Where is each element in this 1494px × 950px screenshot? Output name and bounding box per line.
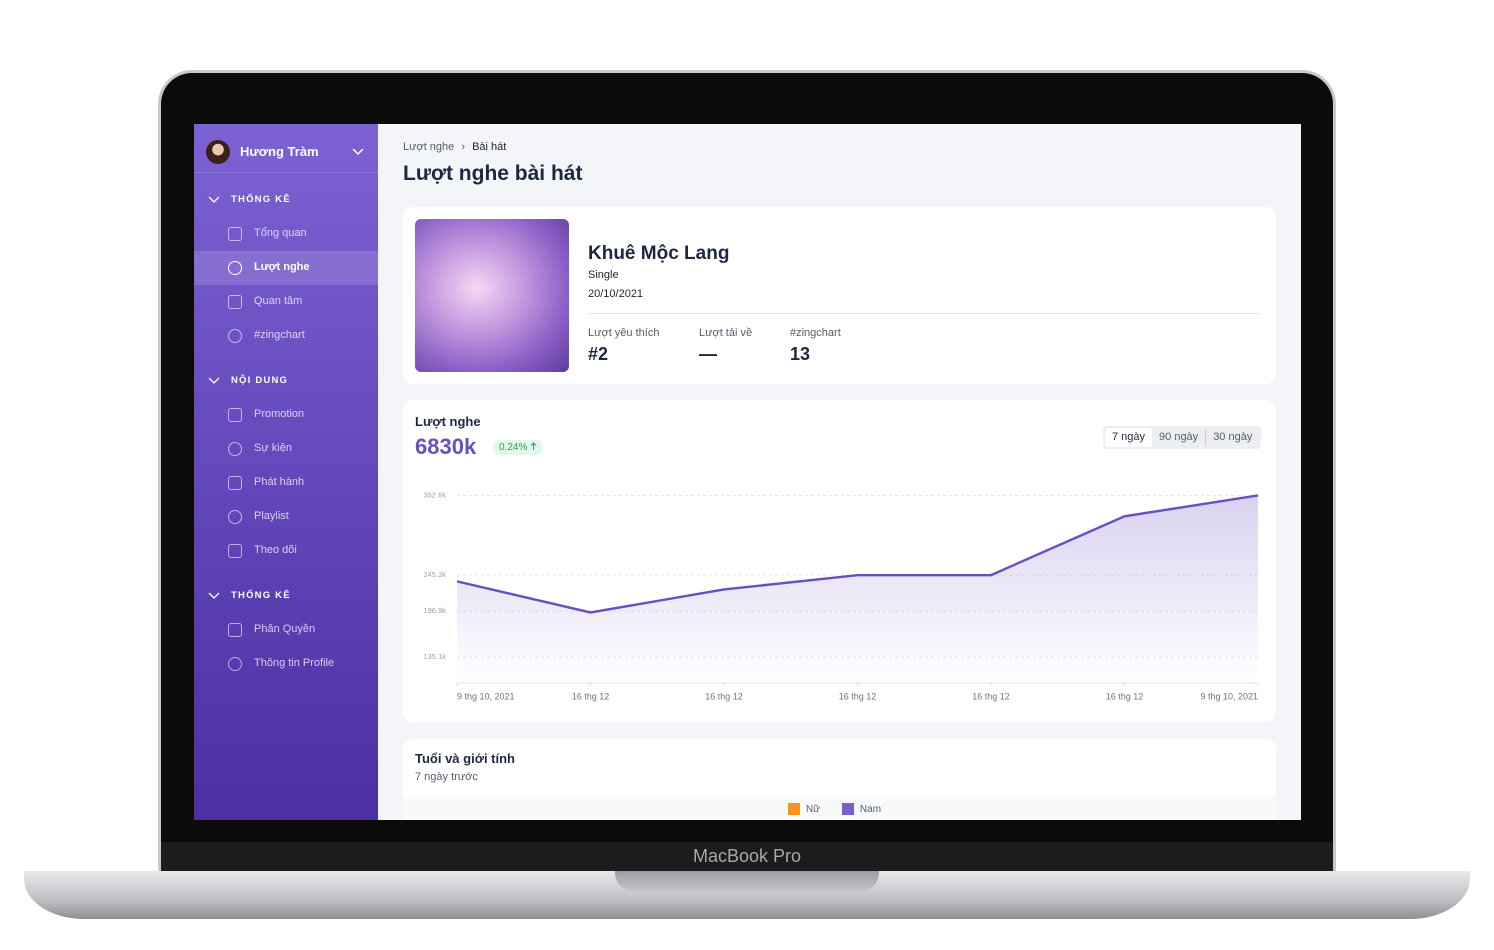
- section-title[interactable]: THỐNG KÊ: [231, 194, 291, 205]
- screen: Hương Tràm THỐNG KÊ Tổng quan Lượt nghe Qua…: [194, 124, 1301, 820]
- song-date: 20/10/2021: [588, 288, 644, 300]
- legend: Nữ Nam: [788, 803, 881, 815]
- plays-card: Lượt nghe 6830k 0.24% 7 ngày 90 ngày 30 ng…: [403, 400, 1276, 722]
- chevron[interactable]: [352, 148, 364, 156]
- range-tab[interactable]: 7 ngày: [1105, 428, 1153, 447]
- y-tick-label: 135.1k: [423, 652, 446, 661]
- x-tick-label: 16 thg 12: [1106, 691, 1144, 701]
- legend-item: Nữ: [788, 803, 820, 815]
- y-tick-label: 196.9k: [423, 606, 446, 615]
- nav-item[interactable]: Phát hành: [254, 476, 305, 488]
- breadcrumb-link[interactable]: Lượt nghe: [403, 141, 455, 153]
- nav-item[interactable]: Playlist: [254, 510, 289, 522]
- x-tick-label: 9 thg 10, 2021: [457, 691, 515, 701]
- avatar[interactable]: [206, 140, 230, 164]
- section-title[interactable]: NỘI DUNG: [231, 375, 289, 386]
- divider: [588, 313, 1260, 314]
- card-title: Tuổi và giới tính: [415, 751, 515, 766]
- chart-area: [403, 797, 1276, 820]
- line: [456, 494, 1259, 614]
- active-highlight: [194, 251, 378, 285]
- x-tick-label: 9 thg 10, 2021: [1200, 691, 1258, 701]
- nav-icon[interactable]: [228, 261, 242, 275]
- legend-swatch: [788, 803, 800, 815]
- nav-item[interactable]: #zingchart: [254, 329, 305, 341]
- song-card: Khuê Mộc Lang Single 20/10/2021 Lượt yêu…: [403, 207, 1276, 384]
- nav-item[interactable]: Theo dõi: [254, 544, 297, 556]
- y-tick-label: 245.3k: [423, 570, 446, 579]
- nav-item[interactable]: Lượt nghe: [254, 261, 310, 273]
- section-title[interactable]: THỐNG KÊ: [231, 590, 291, 601]
- area-fill: [457, 495, 1258, 683]
- stat-label: Lượt yêu thích: [588, 327, 660, 339]
- nav-item[interactable]: Promotion: [254, 408, 305, 420]
- legend-swatch: [841, 803, 854, 815]
- change-value: 0.24%: [499, 442, 528, 453]
- nav-icon[interactable]: [228, 510, 242, 524]
- laptop-notch: [615, 871, 879, 891]
- range-tabs: 7 ngày 90 ngày 30 ngày: [1103, 426, 1262, 449]
- user-name[interactable]: Hương Tràm: [240, 144, 319, 159]
- stat-label: #zingchart: [790, 327, 841, 339]
- stat-label: Lượt tải về: [699, 327, 753, 339]
- song-name: Khuê Mộc Lang: [588, 243, 730, 264]
- range-tab[interactable]: 90 ngày: [1159, 431, 1199, 443]
- x-tick-label: 16 thg 12: [572, 691, 610, 701]
- change-badge: 0.24%: [493, 440, 544, 455]
- card-subtitle: 7 ngày trước: [415, 771, 478, 783]
- laptop-chin: [161, 842, 1333, 872]
- section-chevron[interactable]: [208, 377, 220, 385]
- section-chevron[interactable]: [208, 592, 220, 600]
- card-title: Lượt nghe: [415, 414, 481, 429]
- nav-icon[interactable]: [228, 442, 242, 456]
- nav-item[interactable]: Quan tâm: [254, 295, 303, 307]
- nav-icon[interactable]: [228, 295, 242, 309]
- nav-icon[interactable]: [228, 544, 242, 558]
- nav-icon[interactable]: [228, 623, 242, 637]
- page-title: Lượt nghe bài hát: [403, 162, 583, 185]
- nav-icon[interactable]: [228, 227, 242, 241]
- line-chart: 352.6k 245.3k 196.9k 135.1k 9 thg 10, 2021 16…: [423, 490, 1259, 701]
- device-label: MacBook Pro: [692, 846, 802, 866]
- x-tick-label: 16 thg 12: [972, 691, 1010, 701]
- stat-value: #2: [588, 344, 609, 364]
- x-tick-label: 16 thg 12: [839, 691, 877, 701]
- album-art: [415, 219, 569, 372]
- section-chevron[interactable]: [208, 196, 220, 204]
- x-tick-label: 16 thg 12: [705, 691, 743, 701]
- range-tab[interactable]: 30 ngày: [1205, 428, 1259, 447]
- y-tick-label: 352.6k: [423, 490, 446, 499]
- breadcrumb: Lượt nghe › Bài hát: [403, 141, 507, 153]
- nav-icon[interactable]: [228, 476, 242, 490]
- legend-item: Nam: [841, 803, 882, 815]
- nav-item[interactable]: Phân Quyền: [254, 623, 316, 635]
- total-plays: 6830k: [415, 434, 477, 459]
- sidebar: Hương Tràm THỐNG KÊ Tổng quan Lượt nghe Qua…: [194, 124, 378, 820]
- nav-item[interactable]: Sự kiện: [254, 442, 292, 454]
- nav-icon[interactable]: [228, 657, 242, 671]
- divider: [194, 172, 378, 173]
- nav-icon[interactable]: [228, 329, 242, 343]
- nav-item[interactable]: Tổng quan: [254, 227, 307, 239]
- up-arrow: [530, 442, 537, 450]
- nav-item[interactable]: Thông tin Profile: [254, 657, 335, 669]
- stat-value: —: [699, 344, 717, 364]
- song-kind: Single: [588, 269, 619, 281]
- breadcrumb-current: Bài hát: [472, 141, 507, 153]
- legend-label: Nữ: [806, 803, 820, 815]
- demographics-card: Tuổi và giới tính 7 ngày trước Nữ Nam: [403, 739, 1276, 820]
- stat-value: 13: [790, 344, 811, 364]
- nav-icon[interactable]: [228, 408, 242, 422]
- legend-label: Nam: [859, 803, 882, 815]
